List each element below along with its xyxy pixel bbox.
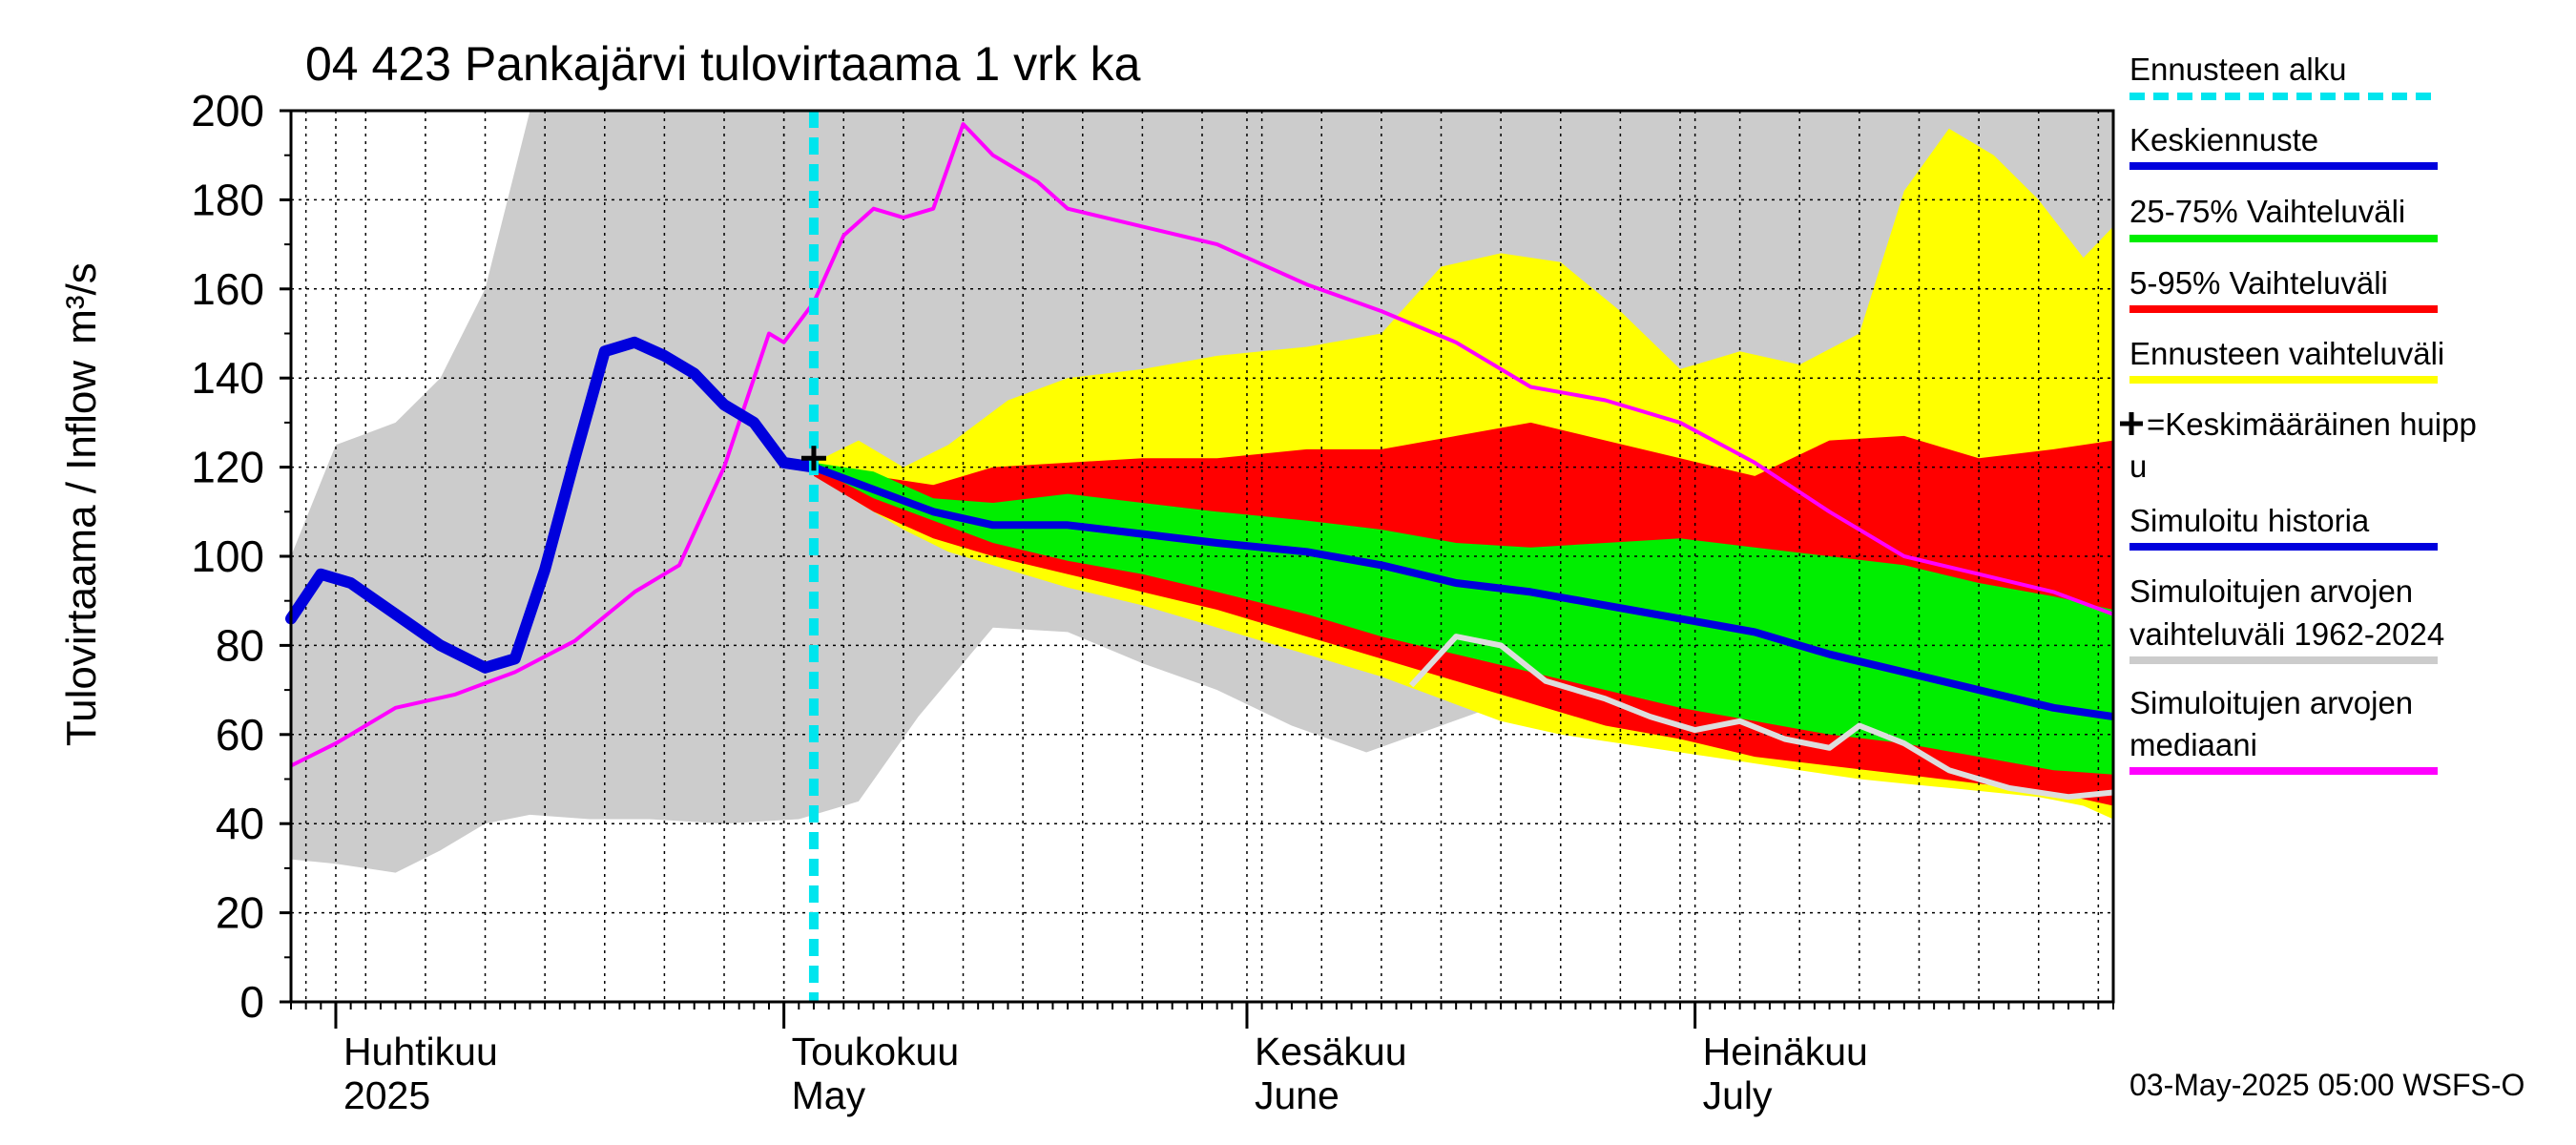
- legend-label-line2: mediaani: [2129, 727, 2257, 762]
- month-label: Kesäkuu: [1255, 1030, 1407, 1073]
- mean-peak-marker: [800, 446, 826, 471]
- y-tick-label: 80: [216, 620, 264, 670]
- y-tick-label: 180: [191, 175, 264, 224]
- y-axis: 0 20 40 60 80 100 120 140 160 180 200: [191, 86, 291, 1027]
- legend-label: Keskiennuste: [2129, 122, 2318, 157]
- gray-median-line: [1408, 634, 2114, 801]
- bands-layer: [291, 111, 2113, 873]
- footer-timestamp: 03-May-2025 05:00 WSFS-O: [2129, 1068, 2524, 1102]
- y-tick-label: 200: [191, 86, 264, 135]
- plot-area: [285, 109, 2115, 1004]
- y-tick-label: 60: [216, 710, 264, 760]
- month-sublabel: June: [1255, 1073, 1340, 1117]
- month-sublabel: July: [1703, 1073, 1773, 1117]
- legend-label: =Keskimääräinen huipp: [2147, 406, 2477, 442]
- median-line: [290, 122, 2114, 768]
- y-axis-title: Tulovirtaama / Inflow m³/s: [58, 262, 105, 746]
- chart-title: 04 423 Pankajärvi tulovirtaama 1 vrk ka: [305, 37, 1141, 91]
- y-tick-label: 120: [191, 443, 264, 492]
- legend-label: Simuloitujen arvojen: [2129, 685, 2413, 720]
- month-label: Toukokuu: [792, 1030, 960, 1073]
- simulated-history-line: [285, 336, 820, 674]
- y-tick-label: 40: [216, 799, 264, 848]
- lines-layer: [285, 111, 2114, 1002]
- y-tick-label: 160: [191, 264, 264, 314]
- legend: Ennusteen alku Keskiennuste 25-75% Vaihtel…: [2120, 52, 2477, 775]
- legend-cross-icon: [2120, 412, 2143, 435]
- legend-label: Ennusteen vaihteluväli: [2129, 336, 2444, 371]
- p25-75-band: [814, 462, 2113, 775]
- month-sublabel: May: [792, 1073, 866, 1117]
- month-label: Huhtikuu: [343, 1030, 498, 1073]
- legend-label: 5-95% Vaihteluväli: [2129, 265, 2388, 301]
- y-tick-label: 0: [239, 977, 264, 1027]
- month-sublabel: 2025: [343, 1073, 430, 1117]
- legend-label: Simuloitujen arvojen: [2129, 573, 2413, 609]
- legend-label: Ennusteen alku: [2129, 52, 2347, 87]
- legend-label: Simuloitu historia: [2129, 503, 2370, 538]
- y-tick-label: 100: [191, 531, 264, 581]
- month-label: Heinäkuu: [1703, 1030, 1868, 1073]
- y-axis-label: Tulovirtaama / Inflow: [58, 361, 105, 747]
- mean-forecast-line: [812, 463, 2114, 721]
- y-tick-label: 140: [191, 353, 264, 403]
- legend-label-line2: vaihteluväli 1962-2024: [2129, 616, 2444, 652]
- y-axis-unit: m³/s: [58, 262, 105, 344]
- legend-label-line2: u: [2129, 448, 2147, 484]
- y-tick-label: 20: [216, 888, 264, 938]
- gridlines: [291, 111, 2113, 1002]
- legend-label: 25-75% Vaihteluväli: [2129, 194, 2405, 229]
